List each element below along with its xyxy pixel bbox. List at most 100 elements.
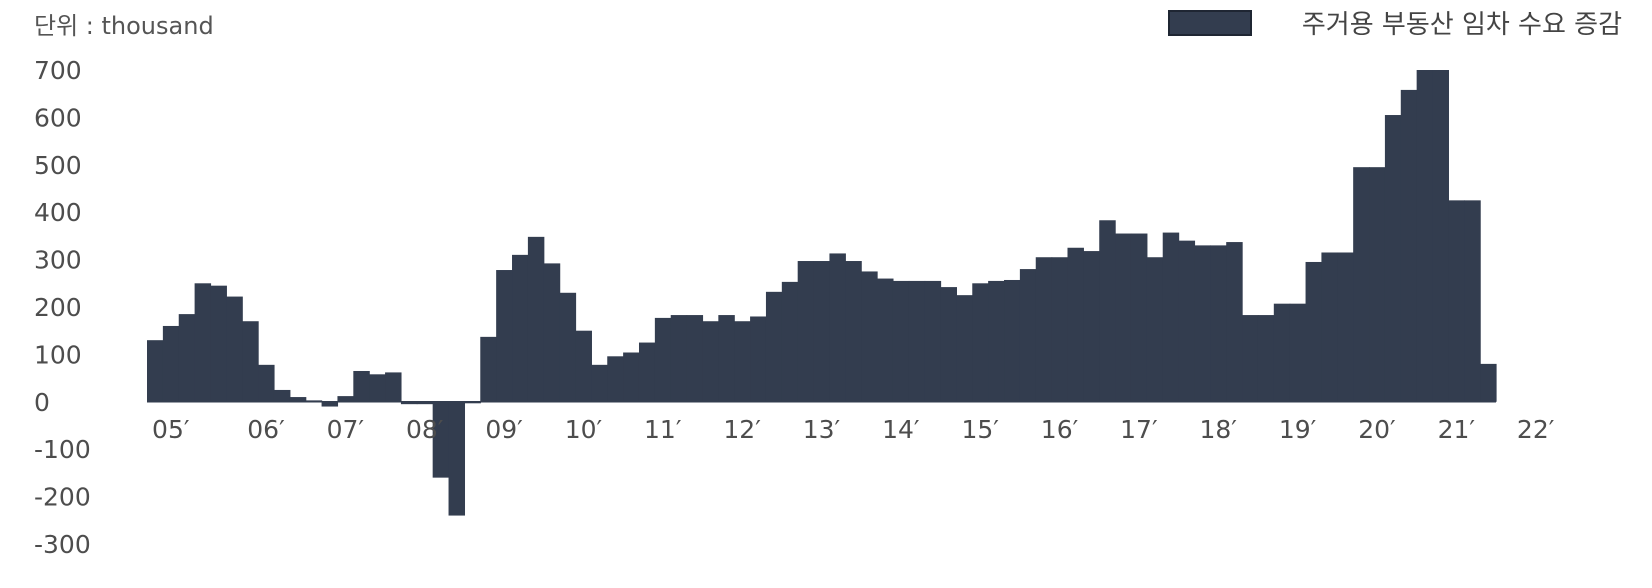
bar xyxy=(1210,245,1227,402)
bar xyxy=(1464,200,1481,402)
bar xyxy=(416,401,434,405)
bar xyxy=(1004,279,1021,402)
bar xyxy=(321,401,339,407)
bar xyxy=(1448,200,1465,402)
x-tick-label: 10′ xyxy=(565,415,603,444)
y-tick-label: 200 xyxy=(34,293,82,322)
bar xyxy=(512,254,529,402)
bar xyxy=(1480,363,1497,402)
x-tick-label: 16′ xyxy=(1041,415,1079,444)
y-tick-label: -300 xyxy=(34,530,91,559)
bar xyxy=(480,336,497,402)
x-tick-label: 14′ xyxy=(882,415,920,444)
bar xyxy=(940,287,957,402)
bar xyxy=(337,396,354,402)
bar xyxy=(1384,115,1402,402)
bar xyxy=(575,330,592,402)
bar xyxy=(1083,251,1100,402)
bar xyxy=(226,296,243,402)
bar xyxy=(638,342,656,402)
bar xyxy=(1051,257,1069,402)
legend-label: 주거용 부동산 임차 수요 증감 xyxy=(1301,10,1622,40)
bar xyxy=(797,261,815,402)
bar xyxy=(1115,233,1132,402)
x-tick-label: 13′ xyxy=(803,415,841,444)
bar xyxy=(861,271,878,402)
bar xyxy=(781,281,799,402)
bar xyxy=(734,321,751,402)
unit-label: 단위 : thousand xyxy=(34,12,214,40)
x-tick-label: 09′ xyxy=(485,415,523,444)
x-tick-label: 08′ xyxy=(406,415,444,444)
bar xyxy=(1019,269,1037,402)
bar xyxy=(829,253,846,402)
bar xyxy=(877,278,894,402)
y-tick-label: -100 xyxy=(34,435,91,464)
bar xyxy=(607,356,624,402)
bar xyxy=(1400,89,1418,402)
bar xyxy=(765,291,783,402)
x-tick-label: 17′ xyxy=(1120,415,1158,444)
bar xyxy=(527,236,545,402)
bar xyxy=(178,314,196,402)
bar xyxy=(686,315,704,402)
bar xyxy=(1178,240,1196,402)
y-axis-ticks: 700 600 500 400 300 200 100 0 -100 -200 -300 xyxy=(34,56,91,559)
y-tick-label: 300 xyxy=(34,246,82,275)
bar xyxy=(385,372,402,402)
bar xyxy=(813,261,831,402)
y-tick-label: 500 xyxy=(34,151,82,180)
bar xyxy=(845,261,862,402)
bar xyxy=(654,317,672,402)
bar xyxy=(924,280,942,402)
legend: 주거용 부동산 임차 수요 증감 xyxy=(1167,4,1622,41)
bar xyxy=(988,280,1005,402)
x-axis-ticks: 05′ 06′ 07′ 08′ 09′ 10′ 11′ 12′ 13′ 14′ 15′ 16′ 17′ 1… xyxy=(152,415,1555,444)
y-tick-label: 700 xyxy=(34,56,82,85)
bar xyxy=(670,315,688,402)
bar xyxy=(908,280,926,402)
bar xyxy=(1432,70,1449,402)
bar xyxy=(289,397,307,402)
bar xyxy=(1416,70,1434,402)
y-tick-label: 600 xyxy=(34,103,82,132)
bar xyxy=(1099,220,1116,402)
bar xyxy=(623,352,640,402)
bar xyxy=(750,316,767,402)
bar xyxy=(1035,257,1053,402)
bar xyxy=(432,401,450,478)
bar xyxy=(448,401,466,516)
bar xyxy=(1353,167,1370,402)
bar xyxy=(1369,167,1386,402)
bar xyxy=(1321,252,1338,402)
bar xyxy=(956,295,973,402)
x-tick-label: 06′ xyxy=(247,415,285,444)
bar xyxy=(1194,245,1211,402)
x-tick-label: 12′ xyxy=(723,415,761,444)
bar xyxy=(1130,233,1148,402)
bar xyxy=(1305,261,1323,402)
bar xyxy=(273,389,291,402)
bar xyxy=(400,401,418,405)
y-tick-label: 0 xyxy=(34,388,50,417)
x-tick-label: 18′ xyxy=(1200,415,1238,444)
bar xyxy=(369,374,386,402)
x-tick-label: 20′ xyxy=(1358,415,1396,444)
bar xyxy=(702,321,719,402)
bar xyxy=(1146,257,1164,402)
x-tick-label: 07′ xyxy=(327,415,365,444)
bar xyxy=(258,364,275,402)
x-tick-label: 19′ xyxy=(1279,415,1317,444)
bar xyxy=(1337,252,1354,402)
bar xyxy=(1242,315,1259,402)
x-tick-label: 21′ xyxy=(1438,415,1476,444)
x-tick-label: 05′ xyxy=(152,415,190,444)
bar xyxy=(496,270,513,402)
bar xyxy=(210,285,227,402)
bar xyxy=(1289,303,1307,402)
x-tick-label: 11′ xyxy=(644,415,682,444)
y-tick-label: -200 xyxy=(34,483,91,512)
bar xyxy=(147,340,164,402)
bar xyxy=(718,315,735,402)
